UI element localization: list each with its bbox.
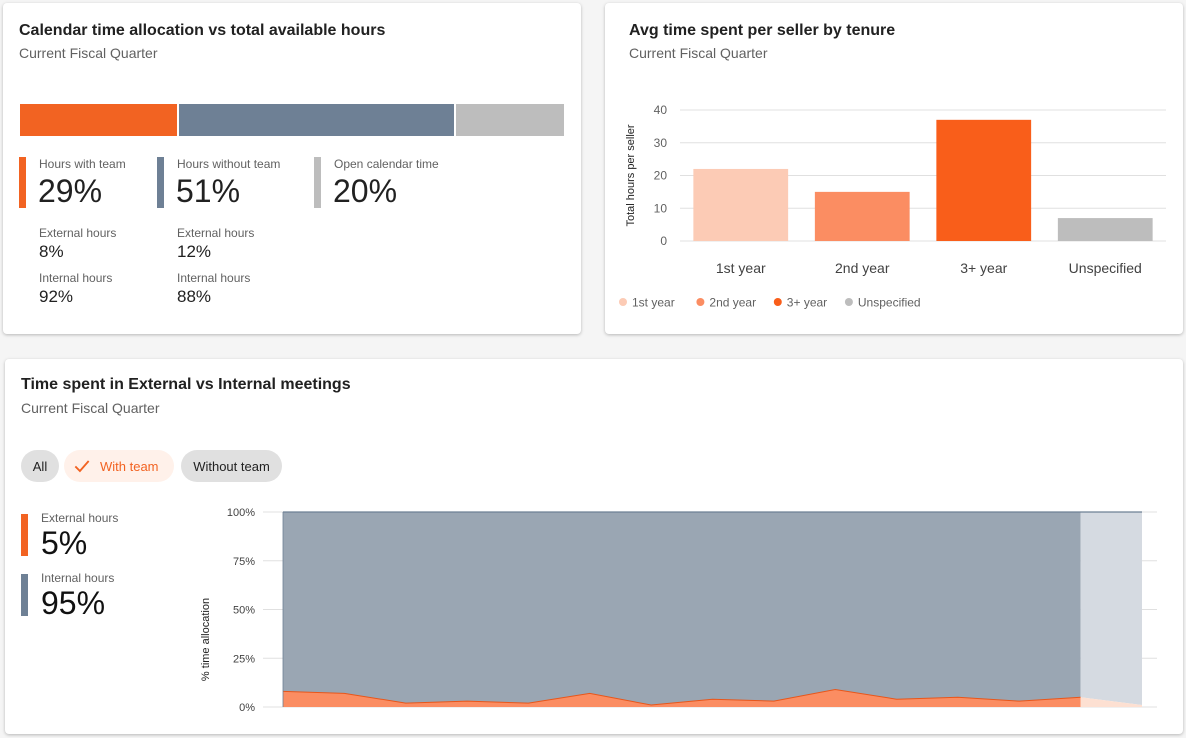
allocation-stacked-bar (20, 104, 564, 136)
y-tick-label: 0% (239, 702, 255, 714)
external-line (282, 688, 1081, 706)
area-external-hours[interactable] (283, 689, 1081, 707)
card-title: Time spent in External vs Internal meeti… (21, 376, 351, 393)
y-tick-label: 30 (654, 136, 668, 150)
kpi-value: 95% (41, 585, 106, 621)
y-axis-label: % time allocation (200, 598, 212, 681)
x-tick-label: 3+ year (960, 260, 1007, 276)
checkmark-icon (74, 460, 90, 473)
stat-label: Hours with team (39, 157, 126, 171)
filter-chip-all[interactable]: All (21, 450, 59, 482)
color-marker (21, 574, 28, 616)
kpi-label: External hours (41, 511, 119, 525)
filter-chip-with-team[interactable]: With team (64, 450, 174, 482)
legend-label: 2nd year (709, 296, 756, 310)
color-marker (19, 157, 26, 208)
external-value: 12% (177, 242, 212, 261)
stat-value: 20% (333, 173, 398, 209)
area-external-hours-partial (1080, 697, 1142, 707)
legend-item[interactable]: 3+ year (773, 296, 827, 310)
internal-label: Internal hours (39, 271, 113, 285)
bar-1st-year[interactable] (693, 168, 789, 241)
legend-item[interactable]: 2nd year (696, 296, 756, 310)
legend-dot (619, 298, 627, 306)
x-tick-label: 1st year (716, 260, 766, 276)
x-tick-label: Unspecified (1069, 260, 1142, 276)
card-subtitle: Current Fiscal Quarter (21, 400, 160, 416)
external-value: 8% (39, 242, 64, 261)
stat-label: Open calendar time (334, 157, 439, 171)
area-internal-hours[interactable] (283, 512, 1081, 706)
stat-label: Hours without team (177, 157, 281, 171)
y-tick-label: 50% (233, 605, 255, 617)
stat-value: 29% (38, 173, 103, 209)
legend-dot (773, 298, 782, 306)
color-marker (314, 157, 321, 208)
external-label: External hours (177, 226, 255, 240)
allocation-segment (178, 104, 454, 136)
chip-label: Without team (193, 458, 270, 474)
card-subtitle: Current Fiscal Quarter (629, 45, 768, 61)
legend-item[interactable]: 1st year (619, 296, 675, 310)
legend-dot (844, 298, 853, 306)
card-title: Avg time spent per seller by tenure (629, 22, 896, 39)
allocation-segment (20, 104, 177, 136)
color-marker (21, 514, 28, 556)
color-marker (157, 157, 164, 208)
x-tick-label: 2nd year (835, 260, 890, 276)
y-tick-label: 20 (654, 169, 668, 183)
y-tick-label: 100% (227, 507, 255, 519)
bar-unspecified[interactable] (1057, 218, 1153, 241)
external-label: External hours (39, 226, 117, 240)
legend-item[interactable]: Unspecified (844, 296, 921, 310)
internal-value: 92% (39, 287, 74, 306)
kpi-value: 5% (41, 525, 88, 561)
legend-label: Unspecified (858, 296, 921, 310)
allocation-segment (456, 104, 564, 136)
tenure-bar-chart: 0 10 20 30 40 Total hours per seller 1st year 2… (619, 103, 1166, 310)
meetings-card: Time spent in External vs Internal meeti… (5, 359, 1183, 734)
legend-dot (696, 298, 705, 306)
bar-2nd-year[interactable] (814, 191, 910, 241)
legend-label: 1st year (632, 296, 675, 310)
chip-label: All (32, 458, 48, 474)
kpi-label: Internal hours (41, 571, 115, 585)
allocation-card: Calendar time allocation vs total availa… (3, 3, 581, 334)
card-subtitle: Current Fiscal Quarter (19, 45, 158, 61)
filter-chip-without-team[interactable]: Without team (181, 450, 282, 482)
y-tick-label: 40 (654, 103, 668, 117)
meetings-area-chart: 0% 25% 50% 75% 100% % time allocation (200, 507, 1157, 714)
internal-label: Internal hours (177, 271, 251, 285)
chip-label: With team (100, 458, 159, 474)
card-title: Calendar time allocation vs total availa… (19, 22, 386, 39)
y-tick-label: 0 (660, 234, 667, 248)
y-axis-label: Total hours per seller (625, 124, 637, 226)
stat-value: 51% (176, 173, 241, 209)
y-tick-label: 75% (233, 556, 255, 568)
area-internal-hours-partial (1080, 512, 1142, 706)
bar-3-year[interactable] (936, 119, 1032, 241)
legend-label: 3+ year (787, 296, 827, 310)
y-tick-label: 25% (233, 653, 255, 665)
internal-value: 88% (177, 287, 212, 306)
y-tick-label: 10 (654, 201, 668, 215)
tenure-card: Avg time spent per seller by tenure Curr… (605, 3, 1183, 334)
